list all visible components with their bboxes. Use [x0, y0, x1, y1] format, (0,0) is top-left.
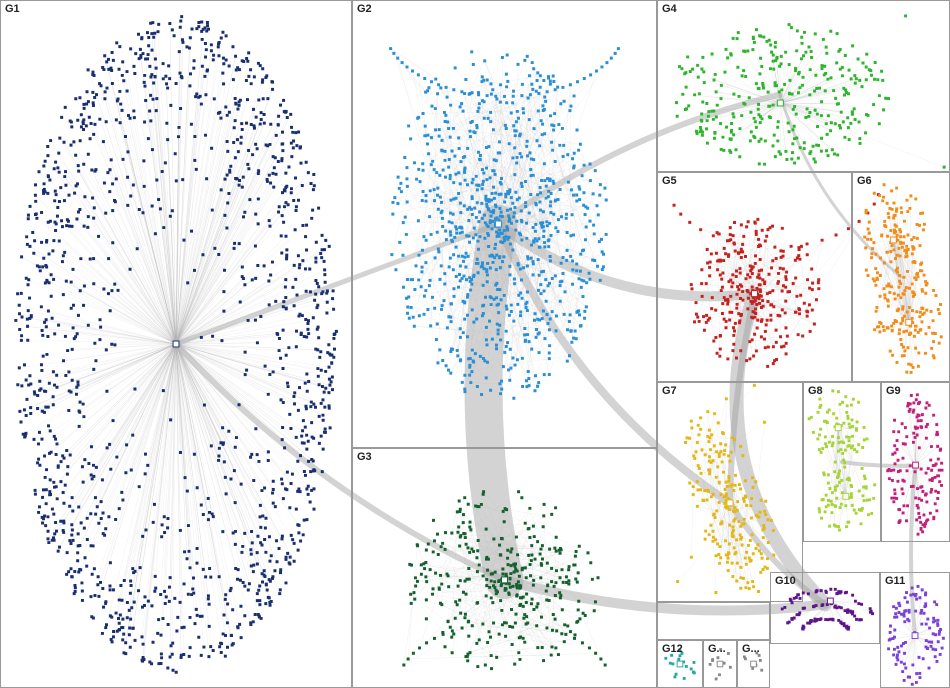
cluster-panel-g5: G5	[657, 172, 852, 382]
cluster-panel-g13: G...	[703, 640, 737, 688]
cluster-label: G10	[775, 575, 796, 587]
cluster-panel-g9: G9	[881, 382, 950, 542]
cluster-nodes	[675, 14, 946, 168]
cluster-label: G5	[662, 175, 677, 187]
cluster-label: G...	[742, 643, 760, 655]
cluster-panel-g7: G7	[657, 382, 803, 602]
cluster-panel-g11: G11	[880, 572, 950, 688]
cluster-label: G9	[886, 385, 901, 397]
cluster-panel-g6: G6	[852, 172, 950, 382]
cluster-panel-g14: G...	[737, 640, 770, 688]
cluster-label: G...	[708, 643, 726, 655]
cluster-label: G11	[885, 575, 905, 587]
cluster-panel-g12: G12	[657, 640, 703, 688]
cluster-label: G6	[857, 175, 872, 187]
cluster-label: G1	[5, 3, 20, 15]
network-canvas: G1 G2 G3 G4 G5 G6 G7 G8 G9 G10 G11 G12 G... G...	[0, 0, 950, 688]
cluster-label: G3	[357, 451, 372, 463]
cluster-label: G4	[662, 3, 677, 15]
cluster-panel-g3: G3	[352, 448, 657, 688]
cluster-panel-g1: G1	[0, 0, 352, 688]
cluster-label: G7	[662, 385, 677, 397]
cluster-label: G8	[808, 385, 823, 397]
cluster-nodes	[863, 183, 943, 374]
cluster-nodes	[808, 389, 876, 531]
cluster-panel-g15	[657, 602, 770, 640]
cluster-label: G12	[662, 643, 683, 655]
cluster-panel-g2: G2	[352, 0, 657, 448]
cluster-panel-g10: G10	[770, 572, 880, 644]
cluster-nodes	[673, 193, 880, 368]
cluster-panel-g4: G4	[657, 0, 950, 172]
cluster-label: G2	[357, 3, 372, 15]
cluster-nodes	[676, 384, 775, 594]
cluster-panel-g8: G8	[803, 382, 881, 542]
